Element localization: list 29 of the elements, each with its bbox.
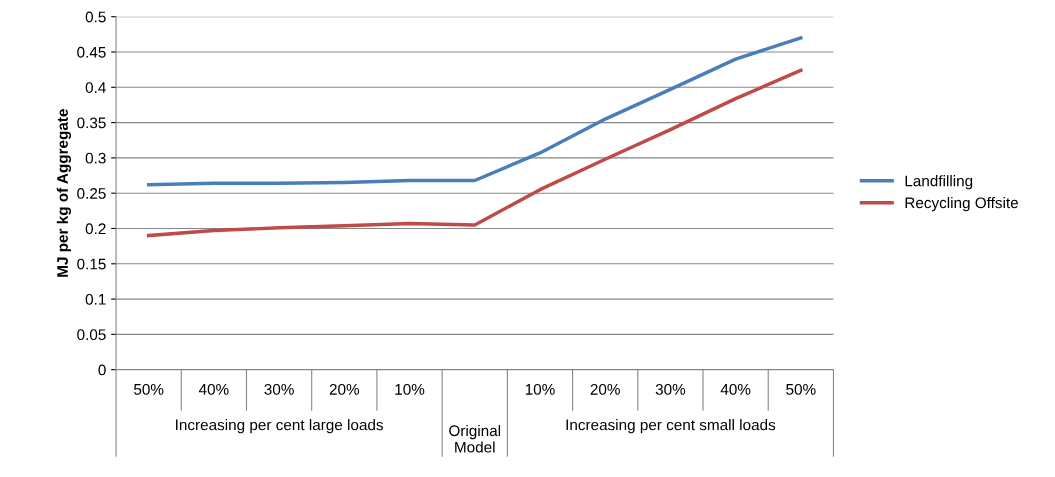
line-series: [146, 68, 803, 238]
y-tick-label: 0.05: [77, 329, 106, 341]
y-tick-label: 0.2: [85, 223, 106, 235]
line-series: [146, 36, 803, 187]
y-tick-label: 0.5: [85, 11, 106, 23]
legend-label: Recycling Offsite: [905, 197, 1018, 212]
legend-label: Landfilling: [905, 175, 973, 190]
text: Increasing per cent small loads: [566, 419, 776, 434]
x-tick-label: 10%: [395, 383, 425, 395]
x-tick-label: 50%: [786, 383, 816, 395]
y-axis-title: MJ per kg of Aggregate: [56, 109, 72, 277]
text: Increasing per cent large loads: [176, 419, 384, 434]
y-tick-label: 0.25: [77, 188, 106, 199]
y-tick-label: 0.45: [77, 46, 106, 58]
x-tick-label: 10%: [525, 383, 555, 395]
x-tick-label: 50%: [133, 383, 164, 395]
x-tick-label: 30%: [264, 383, 294, 395]
x-tick-label: 30%: [655, 383, 686, 395]
text: Original Model: [449, 424, 501, 453]
x-tick-label: 40%: [720, 383, 751, 395]
y-tick-label: 0.1: [85, 293, 106, 305]
x-tick-label: 20%: [590, 383, 620, 395]
y-tick-label: 0: [98, 364, 106, 376]
y-tick-label: 0.15: [77, 258, 106, 270]
x-tick-label: 40%: [198, 383, 229, 395]
y-tick-label: 0.35: [77, 117, 106, 129]
x-tick-label: 20%: [329, 383, 360, 395]
y-tick-label: 0.3: [85, 152, 106, 164]
y-tick-label: 0.4: [85, 82, 106, 93]
